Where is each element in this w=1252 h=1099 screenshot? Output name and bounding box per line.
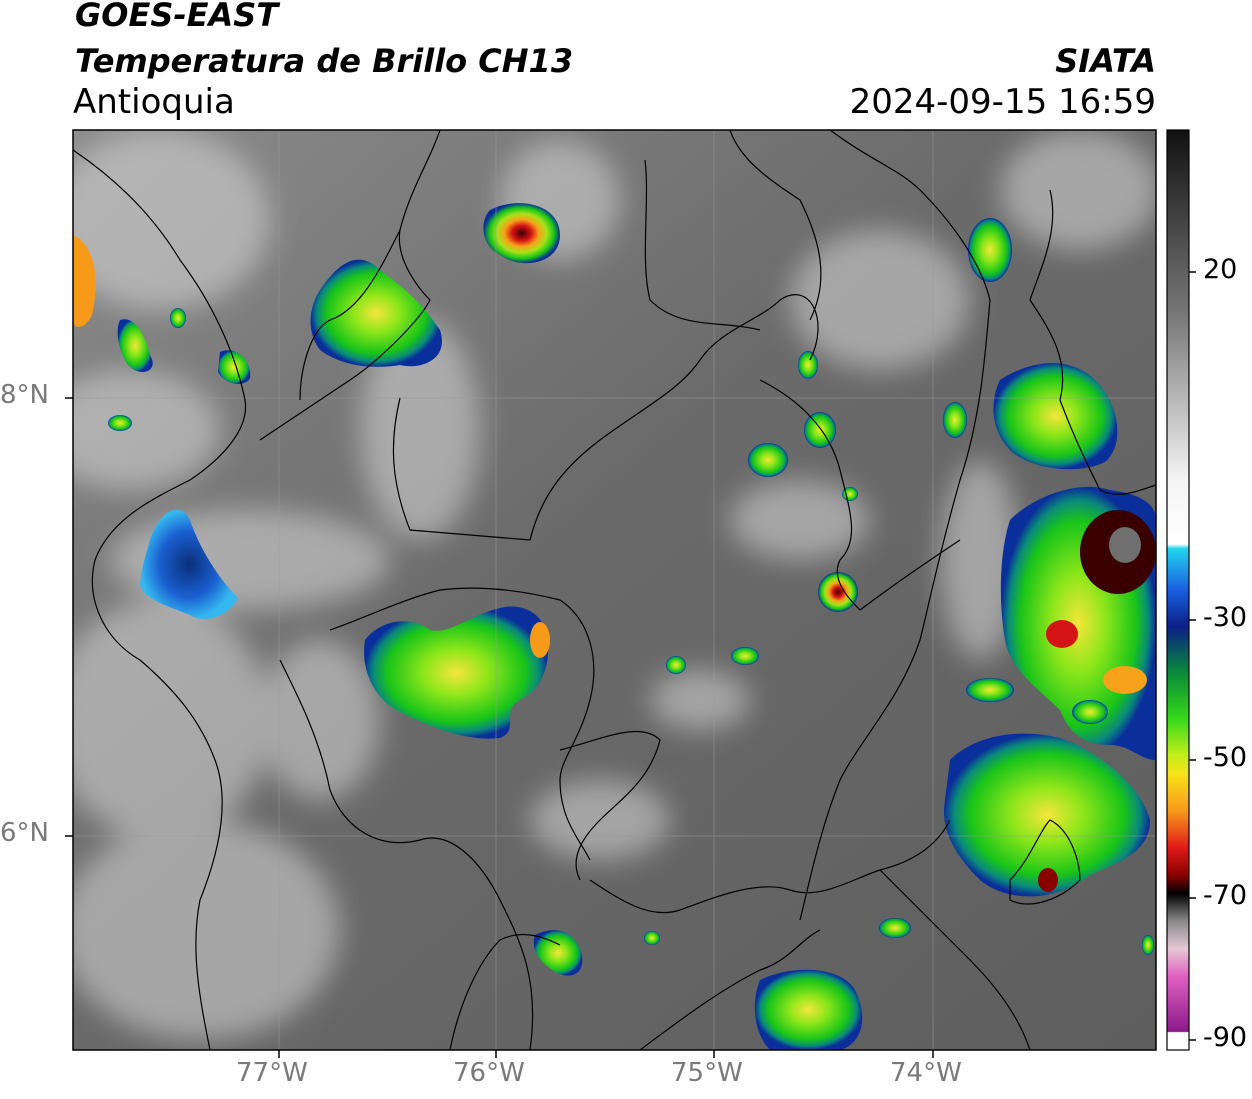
lat-tick-6n: 6°N [0,818,49,848]
region-label: Antioquia [73,82,235,122]
colorbar-label-minus90: -90 [1203,1022,1248,1053]
satellite-title: GOES-EAST [75,0,279,34]
product-title: Temperatura de Brillo CH13 [75,42,574,80]
cell-small-11 [731,647,759,665]
cell-north [483,203,560,264]
cell-small-1 [117,319,153,373]
cell-east-orange [1103,666,1147,694]
datetime-label: 2024-09-15 16:59 [849,82,1156,122]
cell-center-small [818,572,858,612]
cell-small-3 [748,443,788,477]
cell-southeast-core [1038,868,1058,892]
cell-small-10 [666,656,686,674]
cell-small-7 [943,402,967,438]
boundaries [73,130,1156,1050]
lat-tick-8n: 8°N [0,380,49,410]
cell-small-6 [968,218,1012,282]
colorbar [1166,129,1190,1051]
cell-small-14 [842,487,858,501]
agency-label: SIATA [1055,42,1156,80]
cell-southwest [533,930,583,976]
cell-small-12 [644,931,660,945]
cell-small-13 [879,918,911,938]
cell-small-8 [966,678,1014,702]
cell-west-edge [73,235,96,327]
cell-small-9 [1072,700,1108,724]
colorbar-label-minus30: -30 [1203,602,1248,633]
cell-east-red [1046,620,1078,648]
cell-small-15 [1142,935,1154,955]
convective-cells [73,203,1156,1050]
cell-southeast [944,733,1150,897]
axis-ticks [65,397,934,1058]
colorbar-label-minus70: -70 [1203,880,1248,911]
cell-central-west [364,606,549,739]
lon-tick-75w: 75°W [671,1058,743,1088]
map-panel [73,130,1156,1050]
map-frame [72,129,1157,1051]
colorbar-label-minus50: -50 [1203,742,1248,773]
colorbar-ticks [1189,271,1196,1041]
cell-small-16 [108,415,132,431]
cell-east-north [993,363,1118,470]
graticule [73,130,1156,1050]
cell-east-overshoot [1109,527,1141,563]
cell-central-west-core [530,622,550,658]
lon-tick-74w: 74°W [890,1058,962,1088]
colorbar-label-20: 20 [1203,254,1238,285]
cell-small-4 [804,412,836,448]
cell-northwest [310,259,442,367]
lon-tick-77w: 77°W [236,1058,308,1088]
cell-south [754,969,863,1050]
lon-tick-76w: 76°W [453,1058,525,1088]
cell-small-5 [798,351,818,379]
cell-small-2 [218,350,251,384]
cell-blue-west [140,509,238,619]
cell-small-17 [170,308,186,328]
